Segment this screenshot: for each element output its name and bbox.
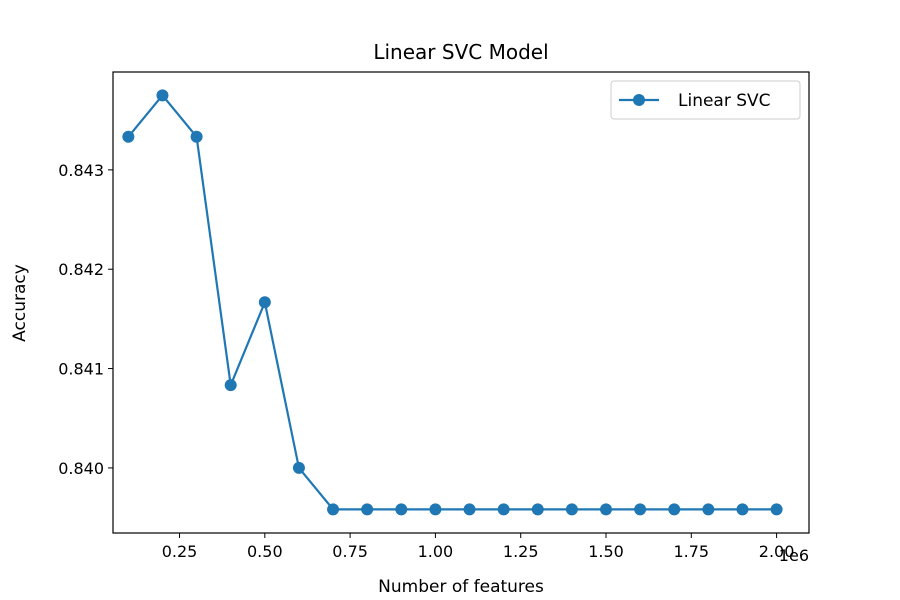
x-axis-ticks: 0.25 0.50 0.75 1.00 1.25 1.50 1.75 2.00 <box>162 533 795 561</box>
data-point <box>429 503 442 516</box>
x-tick-label: 1.50 <box>588 542 624 561</box>
data-point <box>122 130 135 143</box>
x-tick-label: 0.75 <box>332 542 368 561</box>
x-axis-label: Number of features <box>378 577 544 597</box>
data-point <box>531 503 544 516</box>
y-tick-label: 0.841 <box>58 360 104 379</box>
data-point <box>395 503 408 516</box>
x-tick-label: 0.25 <box>162 542 198 561</box>
data-point <box>600 503 612 516</box>
x-tick-label: 2.00 <box>759 542 795 561</box>
data-point <box>156 89 169 102</box>
data-point <box>224 379 237 392</box>
y-axis-ticks: 0.840 0.841 0.842 0.843 <box>58 161 113 478</box>
legend: Linear SVC <box>610 80 801 120</box>
legend-box <box>610 80 801 120</box>
x-tick-label: 1.75 <box>673 542 709 561</box>
legend-label: Linear SVC <box>678 91 771 111</box>
data-point <box>361 503 374 516</box>
data-point <box>190 130 203 143</box>
data-point <box>736 503 749 516</box>
x-tick-label: 1.00 <box>418 542 454 561</box>
plot-frame <box>112 71 810 534</box>
data-point <box>327 503 340 516</box>
data-point <box>702 503 715 516</box>
y-axis-label: Accuracy <box>10 264 30 342</box>
y-tick-label: 0.840 <box>58 459 104 478</box>
data-point <box>258 296 271 309</box>
legend-marker-swatch <box>633 94 645 106</box>
plot-area <box>113 72 809 533</box>
data-point <box>668 503 681 516</box>
x-tick-label: 1.25 <box>503 542 539 561</box>
y-tick-label: 0.843 <box>58 161 104 180</box>
data-point <box>770 503 783 516</box>
x-tick-label: 0.50 <box>247 542 283 561</box>
y-tick-label: 0.842 <box>58 260 104 279</box>
chart-title: Linear SVC Model <box>373 40 548 64</box>
data-point <box>565 503 578 516</box>
series-layer <box>122 89 783 516</box>
data-point <box>634 503 647 516</box>
data-point <box>463 503 476 516</box>
data-point <box>292 461 305 474</box>
x-axis-offset-label: 1e6 <box>779 546 809 565</box>
data-point <box>497 503 510 516</box>
